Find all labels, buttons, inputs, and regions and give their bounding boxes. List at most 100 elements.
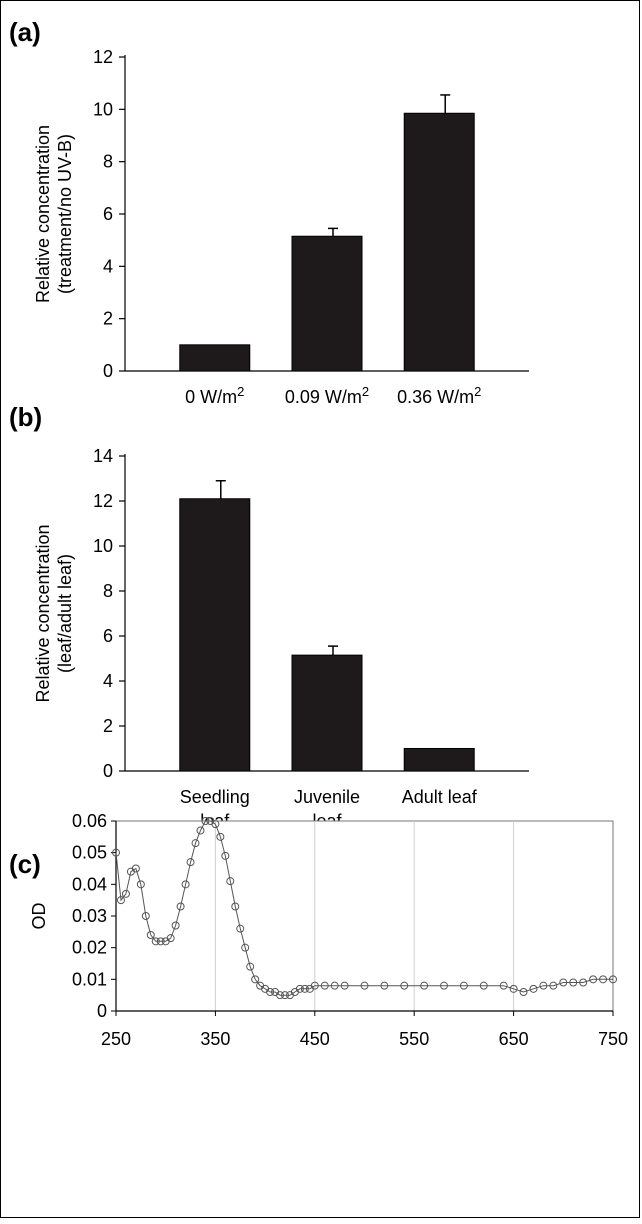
data-point	[295, 984, 304, 993]
y-tick-label: 2	[103, 716, 113, 736]
y-tick-label: 10	[93, 99, 113, 119]
data-point	[196, 826, 205, 835]
y-tick-label: 4	[103, 256, 113, 276]
y-tick-label: 4	[103, 671, 113, 691]
x-tick-label: 450	[300, 1029, 330, 1049]
y-tick-label: 14	[93, 446, 113, 466]
data-point	[251, 975, 260, 984]
x-tick-label-superscript: 2	[362, 384, 369, 399]
data-point	[300, 984, 309, 993]
bar	[403, 112, 475, 372]
data-point	[176, 902, 185, 911]
y-tick-label: 12	[93, 47, 113, 67]
data-point	[276, 991, 285, 1000]
data-point	[136, 880, 145, 889]
data-point	[181, 880, 190, 889]
y-axis-label-line: Relative concentration	[33, 524, 53, 702]
x-tick-label-superscript: 2	[237, 384, 244, 399]
data-point	[241, 943, 250, 952]
y-tick-label: 0.04	[72, 874, 107, 894]
data-point	[589, 975, 598, 984]
data-point	[420, 981, 429, 990]
data-point	[146, 931, 155, 939]
x-tick-label: Juvenile	[294, 787, 360, 807]
data-point	[171, 921, 180, 930]
x-tick-label: 0.09 W/m2	[285, 384, 369, 407]
data-point	[156, 937, 165, 946]
y-axis-label-line: Relative concentration	[33, 125, 53, 303]
y-tick-label: 0	[97, 1001, 107, 1021]
data-point	[236, 924, 245, 933]
plot-area	[115, 820, 614, 1012]
data-point	[400, 981, 409, 990]
data-point	[559, 978, 568, 987]
y-tick-label: 0	[103, 361, 113, 381]
data-point	[151, 937, 160, 946]
panel-c: (c) 250 350 450 550 650 750 0 0.01 0.02 0.03 0.04 0.…	[9, 811, 628, 1049]
data-point	[166, 934, 175, 943]
x-tick-label: Seedling	[180, 787, 250, 807]
data-point	[599, 975, 608, 984]
x-tick-label: 0.36 W/m2	[397, 384, 481, 407]
y-axis-label-line: (leaf/adult leaf)	[55, 554, 75, 673]
panel-a: (a) Relative concentration (treatment/no U…	[9, 17, 529, 407]
y-axis-label: Relative concentration (leaf/adult leaf)	[33, 524, 75, 702]
data-point	[211, 820, 220, 829]
y-tick-label: 0.05	[72, 843, 107, 863]
x-tick-label: 550	[399, 1029, 429, 1049]
y-tick-label: 8	[103, 152, 113, 172]
bar	[179, 344, 251, 372]
data-point	[499, 981, 508, 990]
y-tick-label: 10	[93, 536, 113, 556]
data-point	[141, 912, 150, 920]
y-axis-label: Relative concentration (treatment/no UV-B…	[33, 125, 75, 303]
data-point	[340, 981, 349, 990]
data-point	[216, 832, 225, 841]
data-point	[549, 981, 558, 990]
data-point	[380, 981, 389, 990]
y-tick-label: 0	[103, 761, 113, 781]
data-point	[579, 978, 588, 987]
x-tick-label-text: 0.09 W/m	[285, 387, 362, 407]
y-axis-label: OD	[29, 902, 49, 929]
data-point	[320, 981, 329, 990]
y-tick-label: 6	[103, 626, 113, 646]
data-point	[609, 975, 617, 984]
data-point	[459, 981, 468, 990]
panel-label: (b)	[9, 402, 42, 432]
x-tick-label: 350	[200, 1029, 230, 1049]
y-tick-label: 0.06	[72, 811, 107, 831]
data-point	[360, 981, 369, 990]
data-point	[112, 848, 120, 857]
data-point	[231, 902, 240, 911]
y-tick-label: 0.02	[72, 938, 107, 958]
bar	[403, 748, 475, 772]
x-tick-label: 0 W/m2	[185, 384, 244, 407]
data-point	[509, 984, 518, 993]
x-tick-label-superscript: 2	[474, 384, 481, 399]
y-axis-label-line: (treatment/no UV-B)	[55, 134, 75, 294]
y-tick-label: 12	[93, 491, 113, 511]
data-point	[539, 981, 548, 990]
data-point	[280, 991, 289, 1000]
x-tick-label: 750	[598, 1029, 628, 1049]
data-point	[519, 988, 528, 996]
data-point	[330, 981, 339, 990]
data-point	[479, 981, 488, 990]
data-point	[191, 839, 200, 848]
x-tick-label-text: 0.36 W/m	[397, 387, 474, 407]
data-point	[529, 984, 538, 993]
panel-label: (a)	[9, 17, 41, 47]
bar	[291, 235, 363, 372]
bar	[291, 654, 363, 772]
y-tick-label: 0.03	[72, 906, 107, 926]
panel-label: (c)	[9, 849, 41, 879]
data-point	[131, 864, 140, 873]
data-point	[221, 851, 230, 860]
y-tick-label: 0.01	[72, 969, 107, 989]
data-point	[116, 896, 125, 905]
x-tick-label: Adult leaf	[402, 787, 478, 807]
x-tick-label-text: 0 W/m	[185, 387, 237, 407]
data-point	[440, 981, 449, 990]
